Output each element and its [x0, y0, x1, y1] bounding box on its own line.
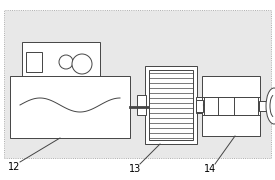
Bar — [202, 76, 260, 136]
Bar — [204, 97, 258, 115]
Bar — [26, 52, 42, 72]
Circle shape — [59, 55, 73, 69]
Bar — [22, 42, 100, 80]
Bar — [196, 97, 204, 113]
Text: 13: 13 — [129, 164, 141, 174]
Circle shape — [72, 54, 92, 74]
Bar — [196, 100, 203, 112]
Bar — [137, 95, 146, 115]
Ellipse shape — [266, 88, 275, 124]
Text: 14: 14 — [204, 164, 216, 174]
Bar — [259, 101, 266, 111]
Bar — [145, 66, 197, 144]
Text: 12: 12 — [8, 162, 20, 172]
Bar — [4, 10, 271, 158]
Bar — [149, 70, 193, 140]
Bar — [10, 76, 130, 138]
